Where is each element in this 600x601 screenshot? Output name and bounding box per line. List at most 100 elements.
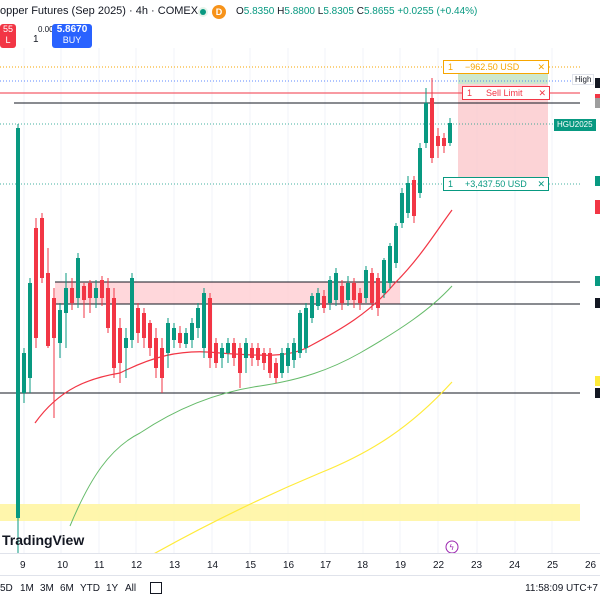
candle-body (142, 313, 146, 338)
candle-body (286, 348, 290, 366)
candle-body (442, 138, 446, 146)
candle-body (388, 246, 392, 283)
candle-body (16, 128, 20, 518)
take-profit-label[interactable]: 1 −962.50 USD ✕ (443, 60, 549, 74)
candle-body (118, 328, 122, 363)
candle-body (58, 310, 62, 343)
quantity-input[interactable]: 1 (33, 34, 39, 45)
candle-body (220, 348, 224, 358)
tradingview-logo: TradingView (2, 532, 85, 548)
candle-body (106, 288, 110, 328)
chart-header: opper Futures (Sep 2025) · 4h · COMEX D … (0, 0, 600, 24)
range-ytd[interactable]: YTD (80, 583, 100, 594)
market-status-icon[interactable] (198, 7, 208, 17)
candle-body (166, 323, 170, 353)
candle-body (262, 353, 266, 363)
candle-body (160, 348, 164, 378)
candle-body (250, 348, 254, 358)
candle-body (136, 308, 140, 333)
time-axis[interactable]: 9 10 11 12 13 14 15 16 17 18 19 22 23 24… (0, 553, 600, 576)
date-range-icon[interactable] (150, 582, 162, 594)
candle-body (196, 308, 200, 328)
candle-body (400, 193, 404, 223)
data-delayed-badge[interactable]: D (212, 5, 226, 19)
candle-body (292, 343, 296, 360)
ma-fast-line (34, 209, 453, 424)
candle-body (232, 343, 236, 358)
candle-body (364, 270, 368, 298)
price-scale[interactable]: High HGU2025 (554, 48, 600, 553)
candle-body (112, 298, 116, 368)
symbol-title[interactable]: opper Futures (Sep 2025) · 4h · COMEX (0, 5, 199, 17)
candle-body (22, 353, 26, 393)
candle-body (430, 98, 434, 158)
candle-body (34, 228, 38, 338)
price-chart[interactable]: ϟ (0, 48, 580, 553)
candle-body (130, 278, 134, 340)
bottom-toolbar: 5D 1M 3M 6M YTD 1Y All 11:58:09 UTC+7 (0, 575, 600, 601)
candle-body (316, 293, 320, 306)
candle-body (370, 273, 374, 303)
candle-body (280, 353, 284, 373)
candle-body (382, 260, 386, 293)
candle-body (328, 280, 332, 303)
buy-button[interactable]: 5.8670 BUY (52, 24, 92, 48)
candle-body (88, 283, 92, 298)
close-icon[interactable]: ✕ (538, 88, 546, 98)
range-all[interactable]: All (125, 583, 137, 594)
candle-body (172, 328, 176, 340)
candlestick-series (16, 78, 452, 518)
candle-body (124, 338, 128, 348)
candle-body (346, 283, 350, 300)
candle-body (244, 343, 248, 358)
candle-body (190, 323, 194, 340)
candle-body (310, 296, 314, 318)
high-label: High (572, 74, 595, 85)
candle-body (406, 183, 410, 213)
candle-body (340, 286, 344, 303)
candle-body (412, 180, 416, 216)
candle-body (268, 353, 272, 373)
spread-value: 0.0015 (38, 25, 63, 34)
ma-slow-line (154, 381, 453, 553)
candle-body (202, 293, 206, 348)
close-icon[interactable]: ✕ (537, 179, 545, 189)
price-change: +0.0255 (+0.44%) (397, 6, 478, 17)
candle-body (322, 296, 326, 308)
range-5d[interactable]: 5D (0, 583, 13, 594)
candle-body (226, 343, 230, 353)
candle-body (424, 103, 428, 143)
candle-body (358, 293, 362, 303)
candle-body (448, 123, 452, 143)
sell-limit-label[interactable]: 1 Sell Limit ✕ (462, 86, 550, 100)
candle-body (334, 273, 338, 300)
range-1y[interactable]: 1Y (106, 583, 119, 594)
candle-body (82, 286, 86, 300)
highlight-zone (0, 504, 580, 521)
svg-text:ϟ: ϟ (449, 543, 454, 552)
candle-body (70, 288, 74, 303)
candle-body (28, 283, 32, 378)
candle-body (298, 313, 302, 353)
candle-body (418, 148, 422, 193)
range-1m[interactable]: 1M (20, 583, 34, 594)
sell-button[interactable]: 55 L (0, 24, 16, 48)
candle-body (352, 283, 356, 300)
close-icon[interactable]: ✕ (537, 62, 545, 72)
candle-body (256, 348, 260, 360)
candle-body (238, 348, 242, 373)
stop-loss-label[interactable]: 1 +3,437.50 USD ✕ (443, 177, 549, 191)
take-profit-zone (458, 74, 548, 84)
ohlc-values: O5.8350 H5.8800 L5.8305 C5.8655 +0.0255 … (236, 6, 478, 17)
candle-body (376, 278, 380, 308)
candle-body (46, 273, 50, 346)
ma-mid-line (69, 285, 453, 527)
range-3m[interactable]: 3M (40, 583, 54, 594)
candle-body (214, 343, 218, 363)
candle-body (436, 136, 440, 146)
candle-body (154, 338, 158, 368)
range-6m[interactable]: 6M (60, 583, 74, 594)
candle-body (394, 226, 398, 263)
candle-body (178, 333, 182, 343)
candle-body (64, 288, 68, 313)
